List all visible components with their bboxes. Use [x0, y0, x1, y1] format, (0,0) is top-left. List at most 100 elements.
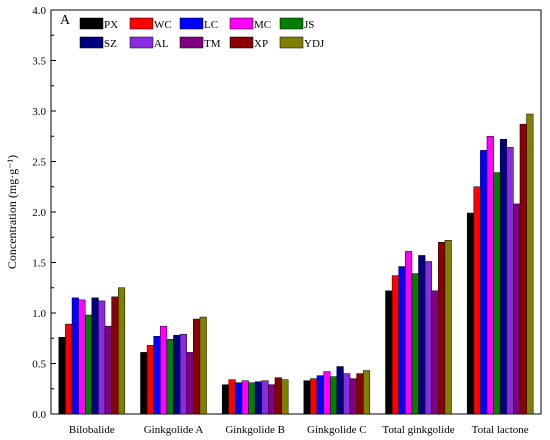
- bar-wc-4: [391, 275, 399, 415]
- bar-al-3: [343, 373, 351, 415]
- x-tick-label: Ginkgolide A: [144, 424, 204, 436]
- bar-xp-1: [193, 318, 201, 415]
- panel-label: A: [60, 13, 71, 28]
- bar-xp-0: [111, 296, 119, 415]
- bar-mc-1: [160, 325, 168, 415]
- bar-al-2: [261, 380, 269, 415]
- bar-tm-1: [186, 352, 194, 415]
- bar-mc-2: [241, 380, 249, 415]
- bar-lc-0: [71, 297, 79, 415]
- bar-xp-5: [519, 123, 527, 415]
- bar-lc-2: [235, 382, 243, 415]
- bar-ydj-5: [526, 113, 534, 415]
- bar-js-2: [248, 382, 256, 415]
- bar-px-2: [221, 384, 230, 415]
- legend-swatch-sz: [79, 36, 104, 49]
- bar-px-3: [303, 380, 311, 415]
- bars-group: [58, 113, 534, 415]
- bar-sz-3: [336, 366, 344, 415]
- bar-tm-3: [349, 378, 357, 415]
- bar-xp-2: [274, 377, 282, 415]
- y-tick-label: 0.0: [32, 409, 46, 421]
- bar-mc-5: [486, 136, 494, 415]
- bar-tm-5: [513, 203, 521, 415]
- x-tick-label: Ginkgolide C: [307, 424, 367, 436]
- y-tick-label: 1.0: [32, 308, 46, 320]
- y-axis-ticks: 0.0 0.5 1.0 1.5 2.0 2.5 3.0 3.5 4.0: [32, 5, 56, 421]
- bar-xp-3: [356, 373, 364, 415]
- bar-js-5: [493, 172, 501, 415]
- bar-px-1: [140, 352, 148, 415]
- bar-sz-4: [418, 255, 426, 415]
- bar-js-1: [166, 339, 174, 415]
- bar-px-0: [58, 336, 66, 415]
- bar-lc-4: [398, 266, 406, 415]
- bar-wc-5: [473, 186, 481, 415]
- legend-label-tm: TM: [204, 38, 221, 50]
- legend-swatch-ydj: [279, 36, 304, 49]
- bar-al-4: [424, 261, 432, 415]
- legend-label-lc: LC: [204, 19, 218, 31]
- bar-al-1: [179, 333, 187, 415]
- bar-mc-0: [78, 299, 86, 415]
- bar-ydj-3: [362, 370, 371, 415]
- bar-js-4: [411, 273, 419, 415]
- legend-label-mc: MC: [254, 19, 271, 31]
- legend-swatch-wc: [129, 17, 154, 30]
- legend-label-wc: WC: [154, 19, 172, 31]
- x-tick-label: Total lactone: [472, 424, 529, 436]
- bar-wc-0: [65, 323, 73, 415]
- bar-tm-2: [268, 384, 276, 415]
- legend-label-px: PX: [104, 19, 118, 31]
- bar-ydj-2: [281, 379, 289, 415]
- bar-lc-5: [480, 150, 488, 415]
- bar-js-0: [84, 314, 93, 415]
- bar-sz-1: [173, 334, 181, 415]
- legend-swatch-tm: [179, 36, 204, 49]
- legend-label-al: AL: [154, 38, 169, 50]
- bar-mc-4: [405, 251, 413, 415]
- bar-tm-0: [104, 325, 112, 415]
- y-tick-label: 2.5: [32, 157, 46, 169]
- legend-swatch-al: [129, 36, 154, 49]
- legend-swatch-xp: [229, 36, 254, 49]
- y-tick-label: 4.0: [32, 5, 46, 17]
- legend-label-ydj: YDJ: [304, 38, 325, 50]
- bar-lc-3: [316, 375, 324, 415]
- legend-label-xp: XP: [254, 38, 268, 50]
- bar-js-3: [329, 376, 338, 415]
- bar-ydj-1: [199, 316, 207, 415]
- bar-xp-4: [438, 242, 446, 415]
- bar-ydj-0: [117, 287, 126, 415]
- legend-swatch-px: [79, 17, 104, 30]
- legend-swatch-js: [279, 17, 304, 30]
- bar-px-5: [466, 212, 475, 415]
- bar-sz-0: [91, 297, 99, 415]
- bar-wc-1: [146, 345, 154, 415]
- x-tick-label: Ginkgolide B: [225, 424, 285, 436]
- y-tick-label: 2.0: [32, 207, 46, 219]
- y-tick-label: 3.5: [32, 56, 46, 68]
- bar-al-5: [506, 147, 514, 415]
- bar-ydj-4: [444, 240, 452, 415]
- legend-label-js: JS: [304, 19, 314, 31]
- y-tick-label: 0.5: [32, 359, 46, 371]
- bar-al-0: [98, 300, 106, 415]
- legend-swatch-mc: [229, 17, 254, 30]
- x-axis-ticks: Bilobalide Ginkgolide A Ginkgolide B Ginkgo…: [69, 409, 529, 436]
- bar-lc-1: [153, 335, 161, 415]
- bar-mc-3: [323, 371, 331, 415]
- bar-sz-5: [499, 139, 508, 415]
- x-tick-label: Bilobalide: [69, 424, 115, 436]
- bar-sz-2: [254, 381, 263, 415]
- bar-tm-4: [431, 290, 439, 415]
- y-tick-label: 1.5: [32, 258, 46, 270]
- y-axis-label: Concentration (mg·g⁻¹): [5, 155, 19, 269]
- legend-swatch-lc: [179, 17, 204, 30]
- bar-px-4: [385, 290, 393, 415]
- bar-wc-2: [228, 379, 236, 415]
- y-tick-label: 3.0: [32, 106, 46, 118]
- bar-wc-3: [310, 378, 318, 415]
- legend-label-sz: SZ: [104, 38, 117, 50]
